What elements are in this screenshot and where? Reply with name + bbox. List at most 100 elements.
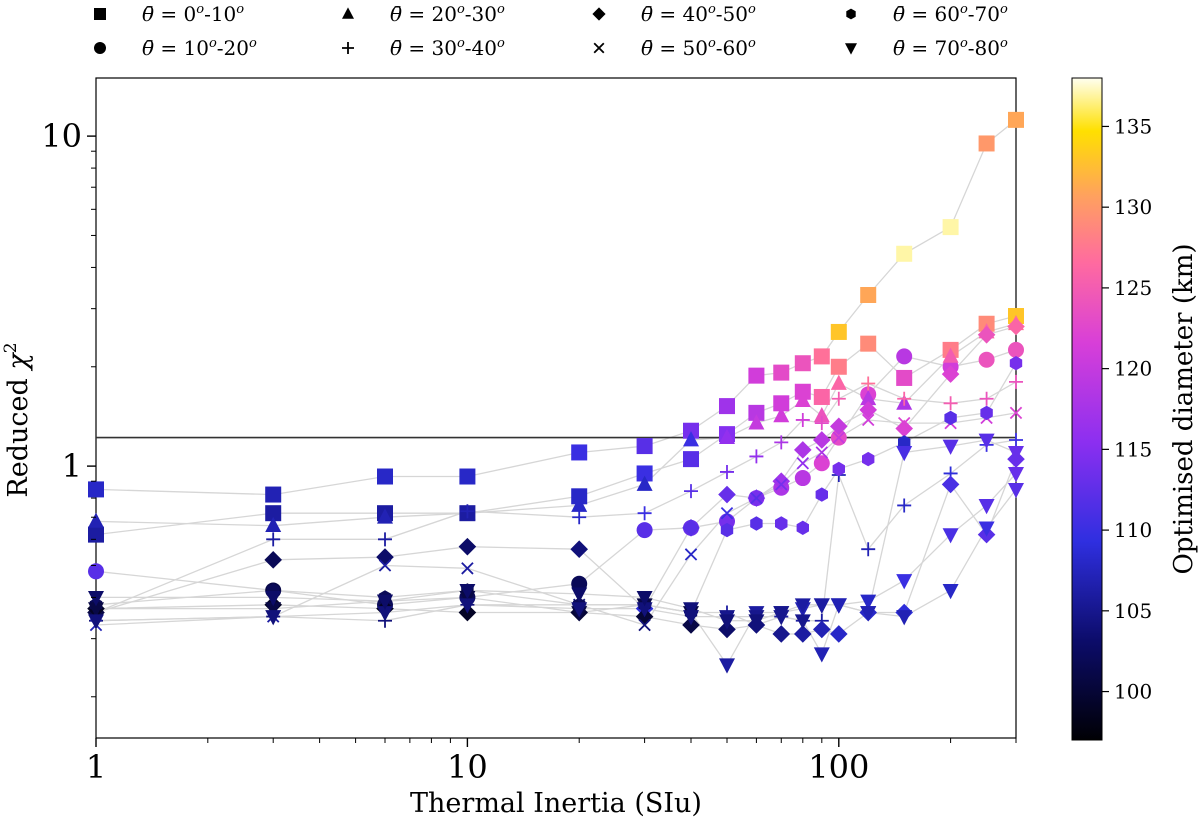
data-point-12-13 xyxy=(860,606,877,622)
x-tick-label-10: 10 xyxy=(447,748,488,786)
data-point-0-10 xyxy=(794,355,811,372)
data-point-8-10 xyxy=(796,457,810,470)
data-point-10-17 xyxy=(1008,467,1024,483)
series-line-10 xyxy=(96,473,1017,667)
data-point-2-10 xyxy=(794,470,811,487)
data-point-11-15 xyxy=(942,584,959,600)
data-point-3-12 xyxy=(830,374,847,390)
plot-frame xyxy=(95,77,1017,739)
data-point-5-13 xyxy=(861,542,876,557)
colorbar-tick-label-135: 135 xyxy=(1114,114,1152,138)
data-point-0-2 xyxy=(377,468,394,485)
data-point-0-1 xyxy=(265,486,282,503)
data-point-5-14 xyxy=(897,498,912,513)
data-point-0-11 xyxy=(813,348,830,365)
data-point-9-12 xyxy=(832,461,845,477)
data-point-2-14 xyxy=(896,348,913,365)
data-point-0-5 xyxy=(636,438,653,455)
series-lines xyxy=(95,119,1017,667)
data-point-12-16 xyxy=(978,433,995,449)
data-point-3-15 xyxy=(942,347,959,363)
data-point-11-4 xyxy=(571,602,588,618)
data-point-8-14 xyxy=(897,416,911,430)
data-point-1-11 xyxy=(813,388,830,405)
data-point-12-11 xyxy=(813,598,830,614)
data-point-4-15 xyxy=(943,396,958,411)
data-point-3-10 xyxy=(794,391,811,407)
data-point-11-1 xyxy=(265,610,282,626)
data-point-9-10 xyxy=(796,520,809,535)
colorbar-tick-label-125: 125 xyxy=(1114,276,1152,300)
data-point-11-2 xyxy=(377,606,394,622)
legend-label-7: θ̄ = 70o-80o xyxy=(893,36,1008,60)
data-point-8-9 xyxy=(775,478,788,491)
data-point-8-13 xyxy=(861,413,875,427)
data-point-3-7 xyxy=(718,428,735,445)
data-point-0-6 xyxy=(683,422,700,439)
series-line-6 xyxy=(95,325,1017,614)
data-point-1-14 xyxy=(896,369,913,386)
data-point-4-16 xyxy=(979,391,994,406)
data-point-8-5 xyxy=(638,618,651,632)
data-point-3-9 xyxy=(773,407,790,423)
data-point-10-0 xyxy=(88,602,104,618)
data-point-6-14 xyxy=(895,419,913,438)
x-tick-label-100: 100 xyxy=(808,748,869,786)
data-point-7-11 xyxy=(813,620,831,639)
data-markers xyxy=(87,111,1025,674)
colorbar: 100 105 110 115 120 125 130 135 Optimised diame… xyxy=(1071,77,1199,741)
legend-marker-4 xyxy=(94,42,106,54)
data-point-12-12 xyxy=(830,598,847,614)
series-line-5 xyxy=(95,439,1017,626)
data-point-4-4 xyxy=(572,510,587,525)
data-point-4-5 xyxy=(637,506,652,521)
colorbar-label: Optimised diameter (km) xyxy=(1169,243,1199,574)
data-point-12-5 xyxy=(636,591,653,607)
legend-marker-5 xyxy=(342,42,354,54)
y-axis: 1 10 xyxy=(41,117,96,698)
data-point-0-7 xyxy=(718,398,735,415)
y-tick-label-1: 1 xyxy=(62,447,82,485)
data-point-6-3 xyxy=(458,537,477,556)
series-line-7 xyxy=(95,458,1017,635)
data-point-11-5 xyxy=(636,602,653,618)
data-point-12-15 xyxy=(942,439,959,455)
x-axis: 1 10 100 xyxy=(86,738,1017,786)
data-point-1-8 xyxy=(748,404,765,421)
legend-marker-3 xyxy=(846,8,856,20)
data-point-6-1 xyxy=(264,551,283,569)
data-point-2-0 xyxy=(88,563,104,580)
data-point-8-12 xyxy=(832,431,846,444)
data-point-0-0 xyxy=(88,481,104,498)
data-point-3-0 xyxy=(88,512,104,528)
colorbar-tick-label-110: 110 xyxy=(1114,518,1152,542)
plot-area: 1 10 100 1 10 xyxy=(41,77,1025,786)
colorbar-tick-label-115: 115 xyxy=(1114,437,1152,461)
legend-label-5: θ̄ = 30o-40o xyxy=(390,36,505,60)
data-point-6-15 xyxy=(941,365,960,383)
data-point-12-3 xyxy=(459,584,476,600)
data-point-8-11 xyxy=(815,446,829,459)
data-point-3-1 xyxy=(265,516,282,533)
data-point-1-0 xyxy=(88,526,104,543)
data-point-11-11 xyxy=(813,647,830,663)
data-point-0-8 xyxy=(748,367,765,384)
data-point-3-6 xyxy=(683,431,700,447)
data-point-6-9 xyxy=(772,472,791,491)
series-line-12 xyxy=(96,439,1017,622)
data-point-6-12 xyxy=(829,417,848,436)
data-point-8-7 xyxy=(720,506,734,520)
data-point-12-0 xyxy=(88,591,104,607)
data-point-0-3 xyxy=(459,468,476,485)
data-point-0-4 xyxy=(571,444,588,461)
data-point-11-16 xyxy=(978,521,995,537)
data-point-2-17 xyxy=(1008,341,1024,358)
legend-label-3: θ̄ = 60o-70o xyxy=(893,2,1008,26)
data-point-9-17 xyxy=(1009,356,1023,371)
data-point-9-16 xyxy=(980,405,993,421)
colorbar-tick-label-120: 120 xyxy=(1114,357,1152,381)
data-point-10-14 xyxy=(896,574,913,590)
legend-label-0: θ̄ = 0o-10o xyxy=(142,2,244,26)
data-point-9-15 xyxy=(944,410,957,426)
colorbar-tick-label-130: 130 xyxy=(1114,195,1152,219)
